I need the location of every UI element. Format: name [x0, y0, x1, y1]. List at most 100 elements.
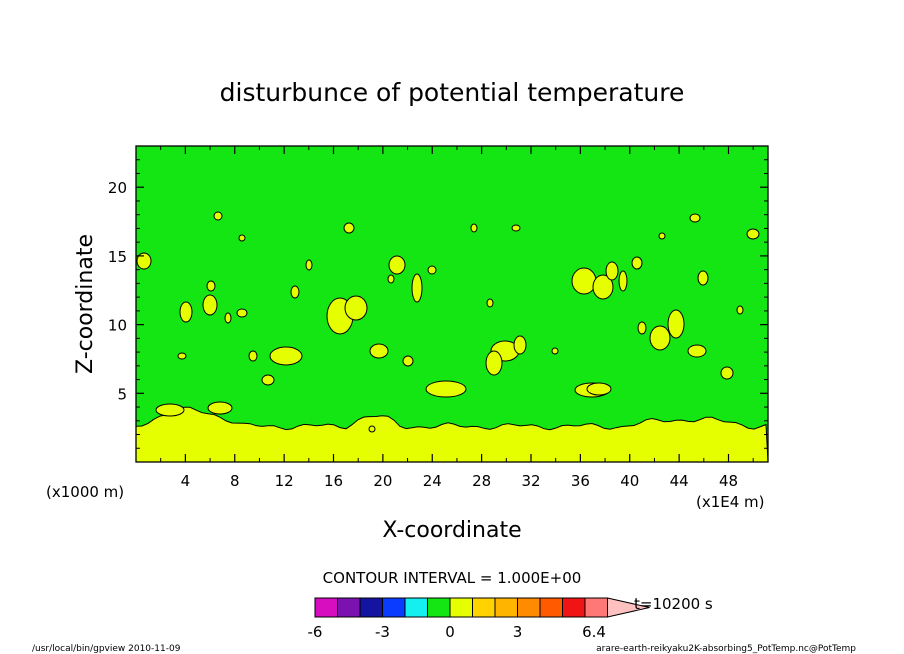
anomaly-blob [486, 298, 494, 308]
colorbar-tick-labels: -6 -3 0 3 6.4 [308, 623, 606, 641]
anomaly-blob [238, 234, 246, 242]
x-tick-label: 40 [620, 472, 639, 490]
anomaly-blob [586, 382, 612, 396]
anomaly-blob [343, 222, 355, 234]
colorbar-cell [517, 597, 541, 618]
colorbar-tick-label: -3 [375, 623, 390, 641]
colorbar-cell [382, 597, 406, 618]
x-tick-label: 4 [181, 472, 191, 490]
x-tick-label: 44 [670, 472, 689, 490]
anomaly-blob [387, 274, 395, 284]
anomaly-blob [720, 366, 734, 380]
anomaly-blob [689, 213, 701, 223]
y-unit-label: (x1000 m) [46, 483, 124, 501]
anomaly-blob [649, 325, 671, 351]
anomaly-blob [687, 344, 707, 358]
colorbar-cell [539, 597, 563, 618]
anomaly-blob [290, 285, 300, 299]
x-tick-label: 32 [521, 472, 540, 490]
anomaly-blob [261, 374, 275, 386]
colorbar-cell [494, 597, 518, 618]
colorbar-tick-label: 0 [445, 623, 455, 641]
footer-right: arare-earth-reikyaku2K-absorbing5_PotTem… [596, 644, 856, 654]
anomaly-blob [631, 256, 643, 270]
y-axis-label: Z-coordinate [73, 234, 98, 374]
anomaly-blob [248, 350, 258, 362]
plot-frame [135, 145, 769, 463]
anomaly-blob [402, 355, 414, 367]
anomaly-blob [511, 224, 521, 232]
y-axis-ticks: 5 10 15 20 [108, 159, 768, 449]
colorbar-cell [449, 597, 473, 618]
anomaly-blob [411, 273, 423, 303]
colorbar-cell [562, 597, 586, 618]
anomaly-blob [736, 305, 744, 315]
y-tick-label: 15 [108, 248, 127, 266]
anomaly-blob [213, 211, 223, 221]
positive-anomaly-blobs [136, 211, 760, 433]
time-label: t=10200 s [634, 595, 713, 613]
anomaly-blob [224, 312, 232, 324]
colorbar-cell [314, 597, 338, 618]
anomaly-blob [206, 280, 216, 292]
contour-interval-text: CONTOUR INTERVAL = 1.000E+00 [323, 569, 582, 587]
x-tick-label: 12 [275, 472, 294, 490]
anomaly-blob [368, 425, 376, 433]
anomaly-blob [136, 252, 152, 270]
anomaly-blob [179, 301, 193, 323]
bottom-positive-band [135, 406, 769, 463]
anomaly-blob [305, 259, 313, 271]
anomaly-blob [592, 274, 614, 300]
anomaly-blob [513, 335, 527, 355]
anomaly-blob [344, 295, 368, 321]
anomaly-blob [470, 223, 478, 233]
x-tick-label: 24 [423, 472, 442, 490]
x-tick-label: 8 [230, 472, 240, 490]
anomaly-blob [388, 255, 406, 275]
x-tick-label: 48 [719, 472, 738, 490]
anomaly-blob [485, 350, 503, 376]
colorbar-cell [337, 597, 361, 618]
anomaly-blob [202, 294, 218, 316]
x-tick-label: 16 [324, 472, 343, 490]
anomaly-blob [667, 309, 685, 339]
anomaly-blob [177, 352, 187, 360]
anomaly-blob [697, 270, 709, 286]
anomaly-blob [269, 346, 303, 366]
x-tick-label: 20 [373, 472, 392, 490]
colorbar-tick-label: -6 [308, 623, 323, 641]
chart-title: disturbunce of potential temperature [220, 78, 685, 107]
colorbar-tick-label: 6.4 [582, 623, 606, 641]
x-axis-ticks: 4 8 12 16 20 24 28 32 36 40 44 48 [160, 146, 754, 490]
anomaly-blob [637, 321, 647, 335]
contour-background [136, 146, 768, 462]
anomaly-blob [155, 403, 185, 417]
colorbar-cell [404, 597, 428, 618]
colorbar-tick-label: 3 [513, 623, 523, 641]
colorbar-extend-triangle [607, 597, 650, 618]
anomaly-blob [658, 232, 666, 240]
y-tick-label: 5 [117, 385, 127, 403]
anomaly-blob [571, 267, 597, 295]
anomaly-blob [369, 343, 389, 359]
colorbar [314, 597, 650, 618]
anomaly-blob [427, 265, 437, 275]
x-tick-label: 36 [571, 472, 590, 490]
colorbar-cell [359, 597, 383, 618]
x-unit-label: (x1E4 m) [696, 493, 765, 511]
colorbar-cell [584, 597, 608, 618]
anomaly-blob [746, 228, 760, 240]
anomaly-blob [425, 380, 467, 398]
anomaly-blob [618, 270, 628, 292]
anomaly-blob [236, 308, 248, 318]
footer-left: /usr/local/bin/gpview 2010-11-09 [32, 644, 181, 654]
y-tick-label: 10 [108, 317, 127, 335]
colorbar-cell [427, 597, 451, 618]
y-tick-label: 20 [108, 179, 127, 197]
x-axis-label: X-coordinate [382, 518, 521, 543]
anomaly-blob [605, 261, 619, 281]
colorbar-cell [472, 597, 496, 618]
anomaly-blob [207, 401, 233, 415]
